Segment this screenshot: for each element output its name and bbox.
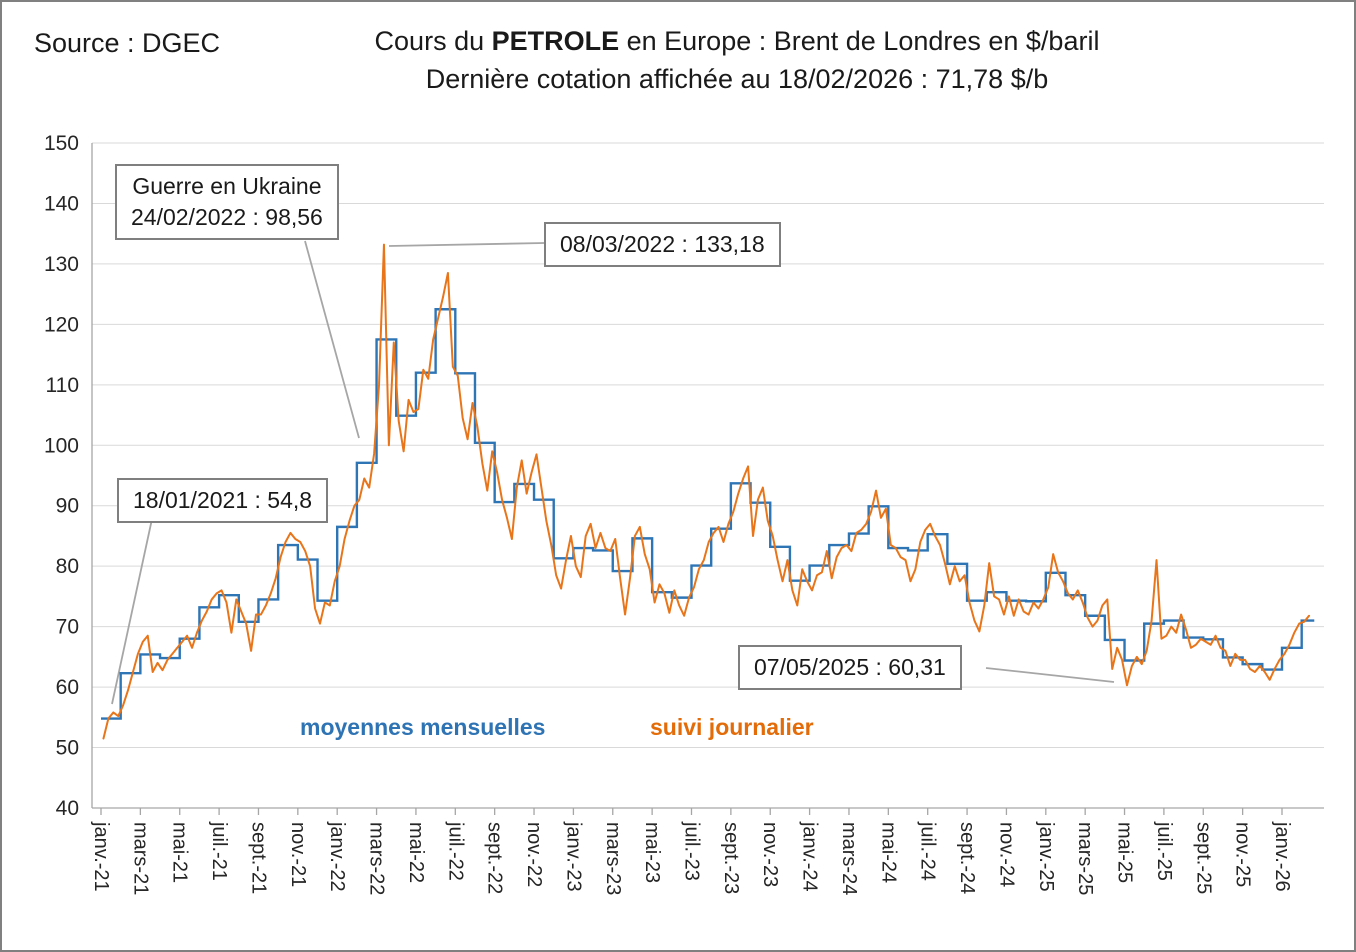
y-tick-label: 80 [56, 555, 79, 578]
annotation-text: 24/02/2022 : 98,56 [131, 204, 323, 231]
annotation-callout: 07/05/2025 : 60,31 [738, 645, 962, 691]
x-tick-label: juil.-25 [1153, 821, 1175, 881]
x-tick-label: janv.-24 [799, 821, 821, 892]
y-tick-label: 60 [56, 676, 79, 699]
leader-line [111, 518, 153, 705]
x-tick-label: nov.-22 [523, 822, 545, 887]
x-tick-label: janv.-23 [562, 821, 584, 892]
x-tick-label: mars-24 [838, 822, 860, 895]
x-tick-label: juil.-24 [917, 821, 939, 881]
y-tick-label: 120 [44, 313, 79, 336]
annotation-callout: 08/03/2022 : 133,18 [544, 222, 781, 268]
x-tick-label: sept.-22 [484, 822, 506, 894]
x-tick-label: sept.-21 [247, 822, 269, 894]
x-tick-label: juil.-23 [681, 821, 703, 881]
y-tick-label: 70 [56, 616, 79, 639]
y-tick-label: 130 [44, 253, 79, 276]
x-tick-label: sept.-23 [720, 822, 742, 894]
annotation-text: 08/03/2022 : 133,18 [560, 231, 765, 257]
legend-daily-label: suivi journalier [650, 714, 814, 740]
annotation-callout: Guerre en Ukraine 24/02/2022 : 98,56 [115, 164, 339, 241]
y-tick-label: 110 [46, 374, 79, 397]
leader-line [985, 667, 1115, 683]
legend-monthly-label: moyennes mensuelles [300, 714, 546, 740]
x-tick-label: janv.-22 [326, 821, 348, 892]
x-tick-label: sept.-24 [956, 822, 978, 894]
x-tick-label: mars-22 [366, 822, 388, 895]
y-tick-label: 140 [44, 192, 79, 215]
x-tick-label: mai-24 [877, 822, 899, 883]
leader-line [388, 242, 545, 247]
source-label: Source : DGEC [34, 28, 221, 58]
chart-title-suffix: en Europe : Brent de Londres en $/baril [619, 26, 1100, 56]
x-tick-label: mai-25 [1114, 822, 1136, 883]
annotation-text: 07/05/2025 : 60,31 [754, 654, 946, 680]
y-tick-label: 50 [56, 737, 79, 760]
y-tick-label: 150 [44, 132, 79, 155]
chart-title-prefix: Cours du [374, 26, 492, 56]
x-tick-label: juil.-21 [208, 821, 230, 881]
x-tick-label: mai-23 [641, 822, 663, 883]
x-tick-label: mars-25 [1074, 822, 1096, 895]
y-tick-label: 100 [44, 434, 79, 457]
x-tick-label: mars-23 [602, 822, 624, 895]
annotation-text: Guerre en Ukraine [132, 173, 322, 199]
annotation-text: 18/01/2021 : 54,8 [133, 487, 313, 513]
x-tick-label: juil.-22 [444, 821, 466, 881]
daily-series-line [102, 243, 1311, 740]
y-tick-label: 40 [56, 797, 79, 820]
x-tick-label: mai-22 [405, 822, 427, 883]
x-tick-label: janv.-21 [90, 821, 112, 892]
chart-header: Cours du PETROLE en Europe : Brent de Lo… [162, 26, 1312, 95]
chart-subtitle: Dernière cotation affichée au 18/02/2026… [425, 64, 1049, 94]
x-tick-label: nov.-24 [995, 822, 1017, 887]
x-tick-label: sept.-25 [1192, 822, 1214, 894]
x-tick-label: nov.-23 [759, 822, 781, 887]
x-tick-label: mai-21 [169, 822, 191, 883]
x-tick-label: mars-21 [129, 822, 151, 895]
leader-line [304, 240, 360, 439]
chart-title-bold: PETROLE [491, 26, 620, 56]
x-tick-label: janv.-26 [1271, 821, 1293, 892]
x-tick-label: janv.-25 [1035, 821, 1057, 892]
annotation-callout: 18/01/2021 : 54,8 [117, 478, 329, 524]
x-tick-label: nov.-21 [287, 822, 309, 887]
chart-title: Cours du PETROLE en Europe : Brent de Lo… [162, 26, 1312, 57]
x-tick-label: nov.-25 [1232, 822, 1254, 887]
y-tick-label: 90 [56, 495, 79, 518]
